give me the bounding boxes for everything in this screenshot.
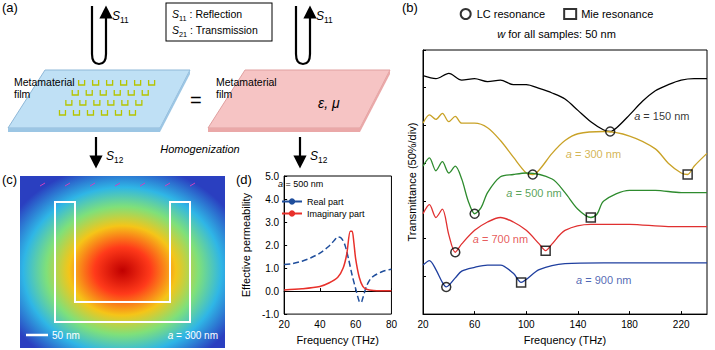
svg-text:a: a [565,148,572,161]
svg-text:140: 140 [570,319,587,330]
svg-text:ε, μ: ε, μ [318,95,340,111]
svg-text:= 700 nm: = 700 nm [479,233,528,245]
svg-text:20: 20 [279,319,291,330]
svg-text:= 500 nm: = 500 nm [512,187,561,199]
html-text:(d): (d) [236,172,252,187]
svg-text:a: a [576,274,583,287]
svg-text:LC resonance: LC resonance [477,8,546,20]
html-text:(c): (c) [2,172,18,187]
svg-text:a: a [634,110,641,123]
svg-text:= 500 nm: = 500 nm [283,179,323,189]
svg-text:80: 80 [386,319,398,330]
svg-text:= 900 nm: = 900 nm [582,274,631,286]
svg-text:60: 60 [350,319,362,330]
svg-text:Effective permeability: Effective permeability [240,192,252,297]
svg-text:50 nm: 50 nm [52,330,80,341]
svg-text:Transmittance (50%/div): Transmittance (50%/div) [406,123,418,242]
svg-text:2.0: 2.0 [265,240,279,251]
svg-text:Mie resonance: Mie resonance [581,8,653,20]
svg-text:1.0: 1.0 [265,263,279,274]
svg-text:S12: S12 [106,149,124,165]
svg-text:5.0: 5.0 [265,171,279,182]
svg-text:S11: S11 [316,9,333,25]
svg-text:a: a [472,232,479,245]
svg-text:3.0: 3.0 [265,217,279,228]
html-text:(a): (a) [2,0,18,15]
svg-text:4.0: 4.0 [265,194,279,205]
svg-text:100: 100 [518,319,535,330]
svg-text:40: 40 [314,319,326,330]
svg-text:60: 60 [469,319,481,330]
svg-text:Homogenization: Homogenization [160,143,240,155]
svg-text:a: a [506,187,513,200]
svg-text:Frequency (THz): Frequency (THz) [524,334,607,346]
svg-text:0.0: 0.0 [265,286,279,297]
svg-text:a = 300 nm: a = 300 nm [168,330,218,341]
svg-text:Real part: Real part [307,197,344,207]
svg-text:=: = [190,89,202,111]
svg-text:Imaginary part: Imaginary part [307,209,365,219]
html-text:(b): (b) [402,0,418,15]
svg-text:Metamaterialfilm: Metamaterialfilm [14,76,75,100]
svg-text:Frequency (THz): Frequency (THz) [297,334,380,346]
svg-text:w: w [497,27,506,40]
svg-text:220: 220 [673,319,690,330]
svg-text:S12: S12 [310,149,328,165]
svg-text:for all samples: 50 nm: for all samples: 50 nm [505,28,616,40]
svg-text:180: 180 [621,319,638,330]
svg-text:Metamaterialfilm: Metamaterialfilm [216,76,277,100]
svg-text:20: 20 [417,319,429,330]
svg-text:S11: S11 [112,9,129,25]
svg-text:-1.0: -1.0 [262,309,280,320]
svg-text:= 150 nm: = 150 nm [640,110,689,122]
svg-text:= 300 nm: = 300 nm [572,148,621,160]
svg-text:S21 : Transmission: S21 : Transmission [172,24,258,39]
svg-text:S11 : Reflection: S11 : Reflection [172,8,242,23]
